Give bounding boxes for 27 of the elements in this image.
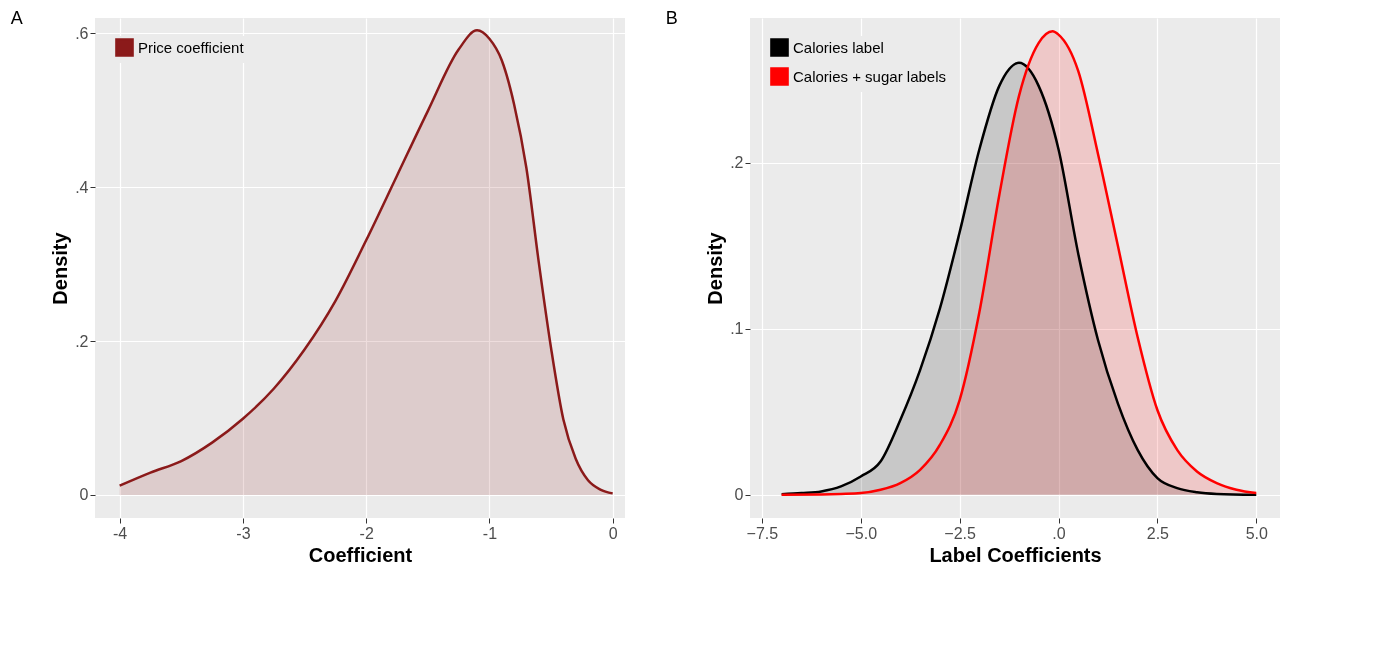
x-tick-label: -4: [113, 524, 128, 542]
chart-title: B: [665, 8, 678, 28]
y-tick-label: .6: [75, 24, 89, 42]
y-tick-label: 0: [734, 486, 744, 504]
x-tick-label: 2.5: [1146, 524, 1170, 542]
chart-title: A: [10, 8, 23, 28]
legend-label: Price coefficient: [138, 38, 245, 56]
y-tick-label: .2: [75, 332, 89, 350]
x-tick-label: 5.0: [1245, 524, 1268, 542]
y-tick-label: .4: [75, 178, 89, 196]
y-tick-label: 0: [79, 486, 89, 504]
x-tick-label: -2: [359, 524, 374, 542]
legend-label: Calories + sugar labels: [793, 67, 946, 85]
y-axis-title: Density: [49, 231, 72, 305]
x-axis-title: Coefficient: [308, 543, 413, 566]
legend-label: Calories label: [793, 38, 884, 56]
x-tick-label: -3: [236, 524, 251, 542]
y-tick-label: .2: [730, 154, 744, 172]
y-axis-title: Density: [704, 231, 727, 305]
x-axis-title: Label Coefficients: [929, 543, 1102, 566]
x-tick-label: −5.0: [845, 524, 878, 542]
x-tick-label: -1: [482, 524, 498, 542]
y-tick-label: .1: [730, 320, 744, 338]
x-tick-label: −7.5: [746, 524, 779, 542]
x-tick-label: 0: [608, 524, 618, 542]
x-tick-label: .0: [1052, 524, 1066, 542]
x-tick-label: −2.5: [944, 524, 977, 542]
